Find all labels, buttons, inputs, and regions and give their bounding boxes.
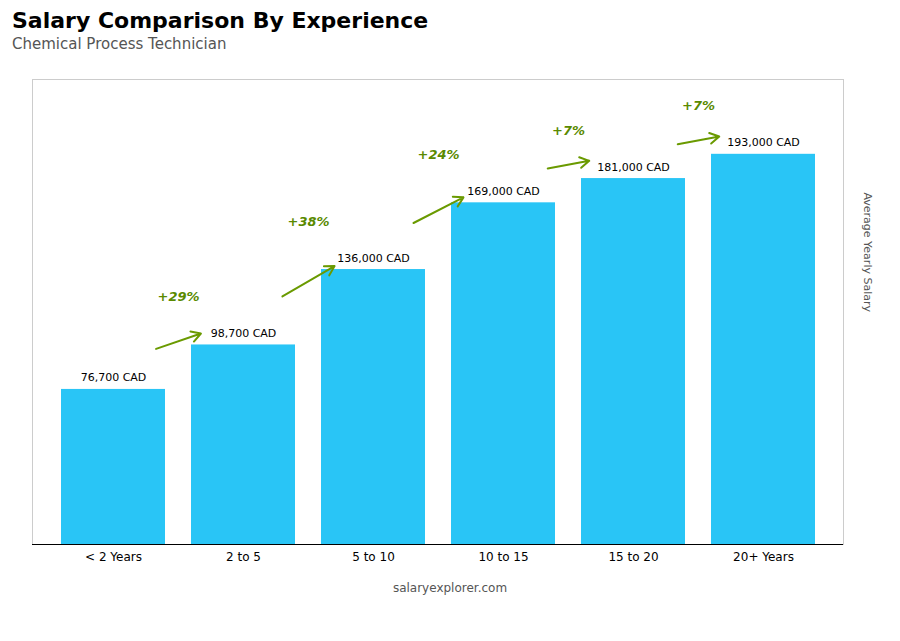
svg-text:+24%: +24% xyxy=(417,147,459,162)
svg-text:76,700 CAD: 76,700 CAD xyxy=(81,371,147,384)
svg-text:169,000 CAD: 169,000 CAD xyxy=(467,185,540,198)
svg-text:+7%: +7% xyxy=(682,98,715,113)
html-text:Salary Comparison By Experienc: Salary Comparison By Experience xyxy=(12,8,429,33)
html-text:salaryexplorer.com: salaryexplorer.com xyxy=(392,581,508,595)
svg-text:Average Yearly Salary: Average Yearly Salary xyxy=(861,192,874,312)
svg-text:98,700 CAD: 98,700 CAD xyxy=(211,327,277,340)
svg-text:+7%: +7% xyxy=(552,123,585,138)
svg-text:2 to 5: 2 to 5 xyxy=(226,550,261,564)
svg-text:10 to 15: 10 to 15 xyxy=(478,550,528,564)
svg-text:+38%: +38% xyxy=(287,214,329,229)
html-text:Chemical Process Technician: Chemical Process Technician xyxy=(12,35,227,53)
svg-text:20+ Years: 20+ Years xyxy=(733,550,794,564)
svg-text:193,000 CAD: 193,000 CAD xyxy=(727,136,800,149)
svg-text:5 to 10: 5 to 10 xyxy=(352,550,395,564)
svg-text:< 2 Years: < 2 Years xyxy=(85,550,142,564)
svg-text:181,000 CAD: 181,000 CAD xyxy=(597,161,670,174)
svg-text:136,000 CAD: 136,000 CAD xyxy=(337,252,410,265)
svg-text:+29%: +29% xyxy=(157,289,199,304)
svg-text:15 to 20: 15 to 20 xyxy=(608,550,658,564)
